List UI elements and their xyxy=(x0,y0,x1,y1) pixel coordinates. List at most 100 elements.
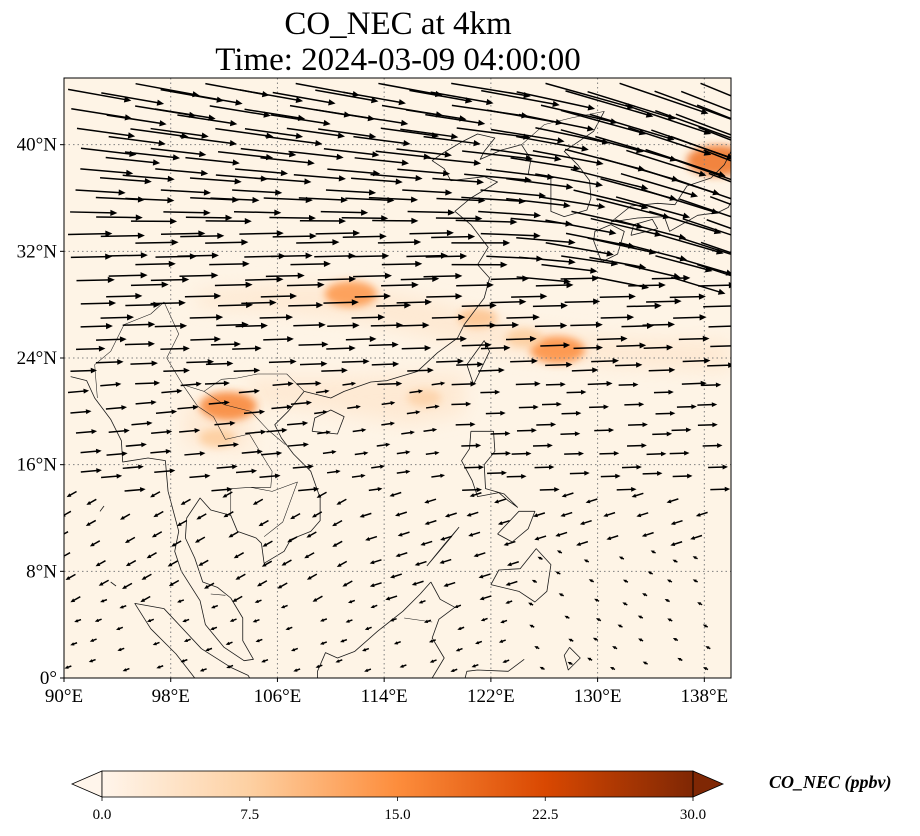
wind-arrow-head xyxy=(169,468,176,474)
wind-arrow-shaft xyxy=(545,82,631,108)
wind-arrow-head xyxy=(669,367,676,373)
wind-arrow-head xyxy=(229,140,237,147)
wind-arrow-shaft xyxy=(506,177,570,188)
lat-tick-label: 32°N xyxy=(17,241,58,262)
wind-arrow-shaft xyxy=(506,475,524,478)
wind-arrow xyxy=(636,512,649,518)
wind-arrow xyxy=(101,92,165,106)
wind-arrow-shaft xyxy=(124,343,152,346)
wind-arrow xyxy=(566,389,587,395)
wind-arrow-head xyxy=(578,451,584,457)
wind-arrow-head xyxy=(372,151,380,158)
wind-arrow-shaft xyxy=(80,302,112,305)
wind-arrow xyxy=(397,322,430,329)
wind-arrow xyxy=(532,149,604,166)
wind-arrow xyxy=(368,196,419,203)
wind-arrow-shaft xyxy=(642,472,660,475)
wind-arrow xyxy=(424,619,432,623)
wind-arrow xyxy=(425,253,468,260)
wind-arrow-shaft xyxy=(571,369,595,372)
wind-arrow-head xyxy=(698,170,707,177)
wind-arrow-shaft xyxy=(240,147,293,156)
wind-arrow xyxy=(455,422,476,427)
wind-arrow-shaft xyxy=(708,172,731,183)
wind-arrow xyxy=(66,490,77,498)
wind-arrow-shaft xyxy=(70,255,109,259)
wind-arrow-shaft xyxy=(648,369,672,372)
wind-arrow-shaft xyxy=(587,382,610,386)
wind-arrow-head xyxy=(167,175,175,183)
lon-tick-label: 98°E xyxy=(152,686,190,707)
wind-arrow xyxy=(573,344,604,351)
wind-arrow xyxy=(205,239,249,246)
wind-arrow xyxy=(428,639,437,643)
wind-arrow-shaft xyxy=(161,232,202,236)
wind-arrow-head xyxy=(566,281,574,289)
wind-arrow xyxy=(64,665,72,669)
wind-arrow xyxy=(423,272,463,280)
wind-arrow-head xyxy=(563,342,571,349)
wind-arrow-head xyxy=(306,575,312,580)
wind-arrow xyxy=(619,82,709,115)
wind-arrow xyxy=(354,451,369,456)
wind-arrow-head xyxy=(778,197,786,203)
wind-arrow xyxy=(400,275,440,282)
wind-arrow xyxy=(670,541,683,547)
wind-arrow-shaft xyxy=(205,362,230,366)
wind-arrow xyxy=(347,252,390,260)
wind-arrow-head xyxy=(150,493,155,498)
wind-arrow xyxy=(298,341,329,348)
wind-arrow xyxy=(506,314,540,321)
wind-arrow-head xyxy=(638,638,643,642)
wind-arrow xyxy=(177,404,199,410)
wind-arrow-shaft xyxy=(564,300,596,304)
wind-arrow-head xyxy=(699,314,707,321)
wind-arrow xyxy=(672,638,679,642)
wind-arrow-shaft xyxy=(696,104,731,120)
wind-arrow-shaft xyxy=(710,345,731,348)
wind-arrow-head xyxy=(109,299,117,307)
wind-arrow-shaft xyxy=(259,474,278,479)
wind-arrow-shaft xyxy=(327,168,377,175)
wind-arrow xyxy=(558,593,565,597)
wind-arrow xyxy=(570,168,649,191)
wind-arrow xyxy=(80,299,117,307)
wind-arrow-head xyxy=(363,451,369,456)
wind-arrow xyxy=(163,367,190,374)
wind-arrow-shaft xyxy=(353,135,407,145)
wind-arrow-head xyxy=(276,450,283,456)
wind-arrow xyxy=(485,410,506,416)
wind-arrow xyxy=(407,367,434,374)
wind-arrow-head xyxy=(347,599,353,604)
wind-arrow-shaft xyxy=(626,444,644,447)
wind-arrow-shaft xyxy=(595,135,674,161)
wind-arrow-head xyxy=(414,562,420,566)
wind-arrow xyxy=(464,464,485,470)
wind-arrow-shaft xyxy=(232,189,279,194)
wind-arrow-shaft xyxy=(76,279,111,282)
wind-arrow-shaft xyxy=(591,360,616,363)
wind-arrow-head xyxy=(182,618,187,623)
wind-arrow xyxy=(532,302,568,309)
wind-arrow xyxy=(615,219,687,240)
wind-arrow-head xyxy=(196,515,202,520)
wind-arrow-head xyxy=(281,427,288,433)
wind-arrow xyxy=(208,400,230,406)
wind-arrow xyxy=(560,431,581,437)
wind-arrow-head xyxy=(124,428,130,434)
wind-arrow xyxy=(642,593,648,597)
wind-arrow-head xyxy=(146,618,152,623)
wind-arrow-shaft xyxy=(594,429,611,432)
wind-arrow xyxy=(125,559,137,567)
wind-arrow xyxy=(545,241,614,257)
wind-arrow xyxy=(155,409,178,415)
wind-arrow-head xyxy=(167,197,175,204)
wind-arrow xyxy=(290,400,313,406)
wind-arrow-shaft xyxy=(214,283,249,287)
wind-arrow-head xyxy=(199,668,205,672)
wind-arrow-head xyxy=(500,410,506,416)
wind-arrow-shaft xyxy=(323,148,376,156)
colorbar-tick-label: 15.0 xyxy=(384,807,410,823)
wind-arrow xyxy=(95,560,106,567)
wind-arrow-shaft xyxy=(189,316,220,319)
